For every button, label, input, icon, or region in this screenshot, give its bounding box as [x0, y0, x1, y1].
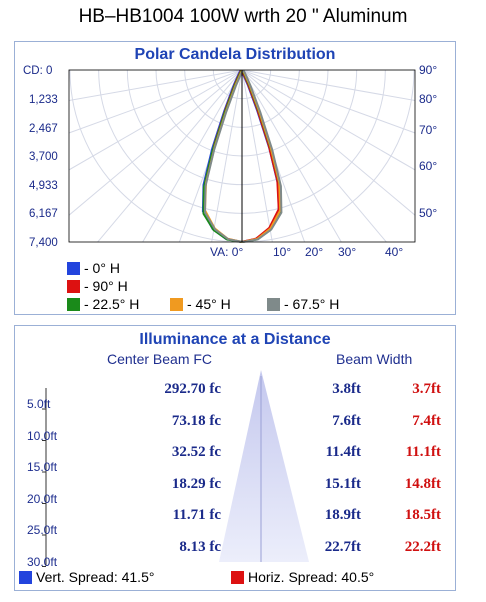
polar-grid-spoke [97, 70, 243, 242]
horiz-spread-label: Horiz. Spread: 40.5° [248, 569, 375, 585]
center-beam-fc: 32.52 fc [171, 444, 221, 460]
horiz-beam-width: 22.2ft [404, 538, 441, 555]
center-beam-fc: 11.71 fc [172, 507, 221, 523]
distance-label: 25.0ft [27, 523, 58, 537]
polar-grid-spoke [211, 70, 243, 242]
legend-label-0h: - 0° H [84, 260, 120, 276]
polar-grid-spoke [241, 70, 415, 216]
angle-axis-label: 70° [419, 123, 437, 137]
vert-beam-width: 22.7ft [324, 538, 361, 555]
angle-axis-label: 50° [419, 206, 437, 220]
distance-label: 15.0ft [27, 460, 58, 474]
vert-spread-label: Vert. Spread: 41.5° [36, 569, 155, 585]
horiz-beam-width: 18.5ft [404, 507, 441, 523]
cd-axis-label: 7,400 [29, 237, 58, 249]
polar-grid-spoke [241, 70, 415, 171]
angle-axis-label: 60° [419, 159, 437, 173]
polar-grid-spoke [241, 70, 387, 242]
cd-axis-label: 1,233 [29, 94, 58, 106]
polar-grid-spoke [241, 70, 273, 242]
distance-label: 20.0ft [27, 491, 58, 506]
legend-swatch-67-5h [267, 297, 280, 311]
legend-swatch-45h [170, 297, 183, 311]
polar-grid-spoke [142, 70, 243, 242]
center-beam-fc: 8.13 fc [179, 538, 221, 555]
beam-cone [42, 370, 309, 567]
polar-grid-spoke [69, 70, 243, 216]
legend-swatch-90h [67, 279, 80, 293]
cd-axis-label: 3,700 [29, 151, 58, 163]
vert-spread-swatch [19, 570, 32, 584]
horiz-beam-width: 3.7ft [412, 381, 441, 397]
legend-label-45h: - 45° H [187, 296, 231, 312]
legend-item-45h: - 45° H [170, 296, 231, 312]
angle-axis-label: 10° [273, 245, 291, 259]
illuminance-title: Illuminance at a Distance [139, 331, 331, 348]
illuminance-panel: Illuminance at a Distance Center Beam FC… [14, 325, 456, 591]
horiz-beam-width: 14.8ft [404, 475, 441, 492]
beam-cone-shape [219, 370, 309, 562]
polar-grid-spoke [69, 70, 243, 134]
vert-beam-width: 18.9ft [324, 507, 361, 523]
page-title: HB–HB1004 100W wrth 20 " Aluminum [78, 6, 408, 27]
cd-axis-label: CD: 0 [23, 65, 52, 77]
legend-item-90h: - 90° H [67, 278, 128, 294]
horiz-spread-swatch [231, 570, 244, 584]
legend-item-0h: - 0° H [67, 260, 120, 276]
distance-label: 10.0ft [27, 428, 58, 443]
legend-label-22-5h: - 22.5° H [84, 296, 140, 312]
polar-grid-spoke [69, 70, 243, 171]
angle-axis-label: 40° [385, 245, 403, 259]
center-beam-fc: 292.70 fc [164, 381, 221, 397]
cd-axis-label: 2,467 [29, 123, 58, 135]
angle-axis-label: 90° [419, 63, 437, 77]
angle-axis-label: 20° [305, 245, 323, 259]
legend-swatch-0h [67, 261, 80, 275]
polar-grid-spoke [241, 70, 306, 242]
angle-axis-label: 80° [419, 92, 437, 106]
polar-panel: Polar Candela Distribution CD: 0 1,233 2,4… [14, 41, 456, 315]
horiz-beam-width: 7.4ft [412, 412, 441, 429]
legend-label-67-5h: - 67.5° H [284, 296, 340, 312]
vert-beam-width: 7.6ft [332, 412, 361, 429]
polar-chart: CD: 0 1,233 2,467 3,700 4,933 6,167 7,400 90° 80… [23, 63, 437, 259]
horiz-spread: Horiz. Spread: 40.5° [231, 569, 374, 585]
legend-label-90h: - 90° H [84, 278, 128, 294]
vert-beam-width: 11.4ft [325, 444, 361, 460]
horiz-beam-width: 11.1ft [405, 444, 441, 460]
vert-beam-width: 3.8ft [332, 381, 361, 397]
cd-axis-label: 4,933 [29, 180, 58, 192]
polar-grid-spoke [69, 70, 243, 102]
vert-beam-width: 15.1ft [324, 475, 361, 492]
cd-axis-label: 6,167 [29, 208, 58, 220]
polar-grid-spoke [241, 70, 415, 134]
center-beam-header: Center Beam FC [107, 351, 213, 367]
beam-width-header: Beam Width [336, 351, 413, 367]
polar-grid-spoke [241, 70, 342, 242]
polar-grid-spoke [241, 70, 415, 102]
center-beam-fc: 18.29 fc [171, 475, 221, 492]
vert-spread: Vert. Spread: 41.5° [19, 569, 154, 585]
polar-title: Polar Candela Distribution [134, 46, 336, 63]
legend-item-67-5h: - 67.5° H [267, 296, 339, 312]
angle-axis-label: VA: 0° [210, 245, 243, 259]
legend-item-22-5h: - 22.5° H [67, 296, 139, 312]
legend-swatch-22-5h [67, 297, 80, 311]
angle-axis-label: 30° [338, 245, 356, 259]
distance-label: 5.0ft [27, 397, 51, 411]
center-beam-fc: 73.18 fc [171, 412, 221, 429]
distance-label: 30.0ft [27, 554, 58, 569]
